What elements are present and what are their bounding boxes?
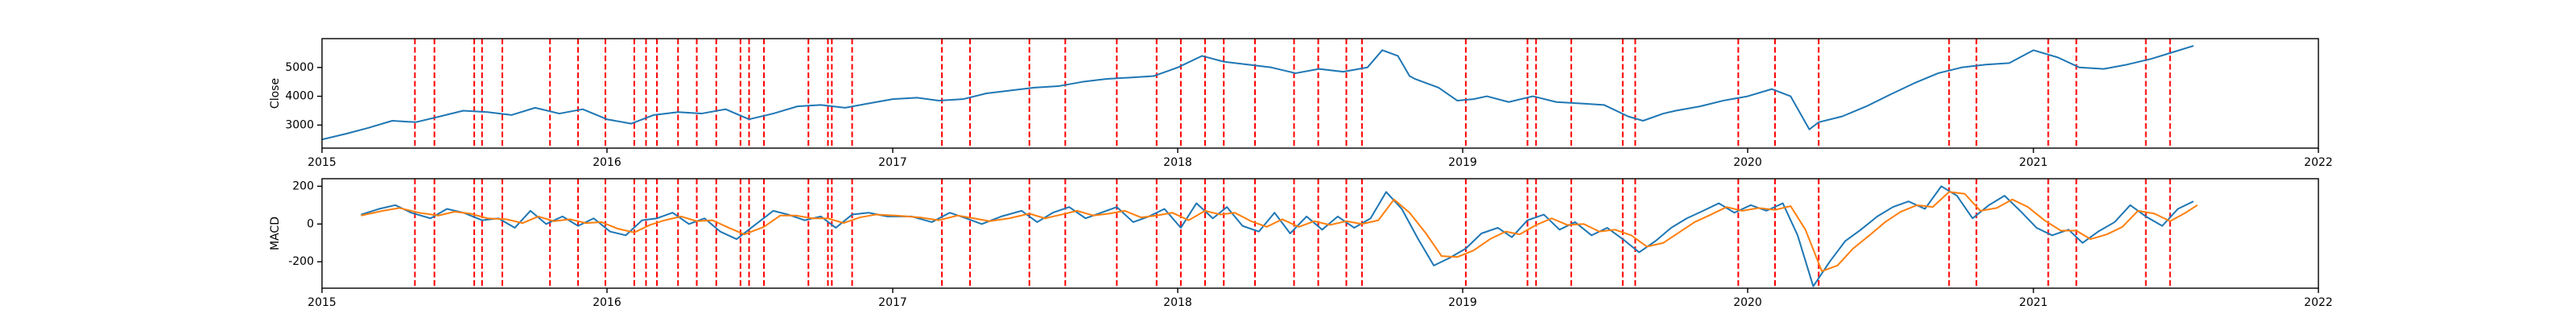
x-tick-label: 2018 bbox=[1163, 296, 1192, 309]
y-tick-label: 5000 bbox=[285, 61, 314, 74]
y-tick-label: 3000 bbox=[285, 118, 314, 131]
x-tick-label: 2022 bbox=[2304, 296, 2333, 309]
y-tick-label: -200 bbox=[288, 255, 314, 268]
x-tick-label: 2021 bbox=[2019, 156, 2048, 169]
x-tick-label: 2019 bbox=[1448, 156, 1477, 169]
axes-frame bbox=[321, 38, 2319, 149]
x-tick-label: 2017 bbox=[878, 156, 907, 169]
y-axis-label: Close bbox=[269, 78, 282, 109]
x-tick-label: 2015 bbox=[308, 296, 336, 309]
x-tick-label: 2020 bbox=[1733, 296, 1762, 309]
x-tick-label: 2015 bbox=[308, 156, 336, 169]
x-tick-label: 2022 bbox=[2304, 156, 2333, 169]
y-tick-label: 0 bbox=[307, 217, 314, 230]
x-tick-label: 2020 bbox=[1733, 156, 1762, 169]
x-tick-label: 2021 bbox=[2019, 296, 2048, 309]
y-tick-label: 200 bbox=[292, 180, 314, 192]
x-tick-label: 2018 bbox=[1163, 156, 1192, 169]
series-line-1 bbox=[322, 44, 2194, 141]
x-tick-label: 2016 bbox=[592, 156, 621, 169]
x-tick-label: 2019 bbox=[1448, 296, 1477, 309]
series-line-2 bbox=[361, 191, 2198, 272]
macd-panel: -200 0 200 2015 2016 2017 2018 2019 2020 2021 2022… bbox=[269, 178, 2333, 309]
y-axis-label: MACD bbox=[269, 217, 282, 250]
plot-area bbox=[322, 39, 2194, 148]
x-tick-label: 2017 bbox=[878, 296, 907, 309]
plot-area bbox=[361, 179, 2198, 288]
series-line-1 bbox=[361, 185, 2194, 287]
close-price-panel: 3000 4000 5000 2015 2016 2017 2018 2019 2020 2021… bbox=[269, 38, 2333, 169]
axes-frame bbox=[321, 178, 2319, 289]
x-tick-label: 2016 bbox=[592, 296, 621, 309]
y-tick-label: 4000 bbox=[285, 90, 314, 103]
